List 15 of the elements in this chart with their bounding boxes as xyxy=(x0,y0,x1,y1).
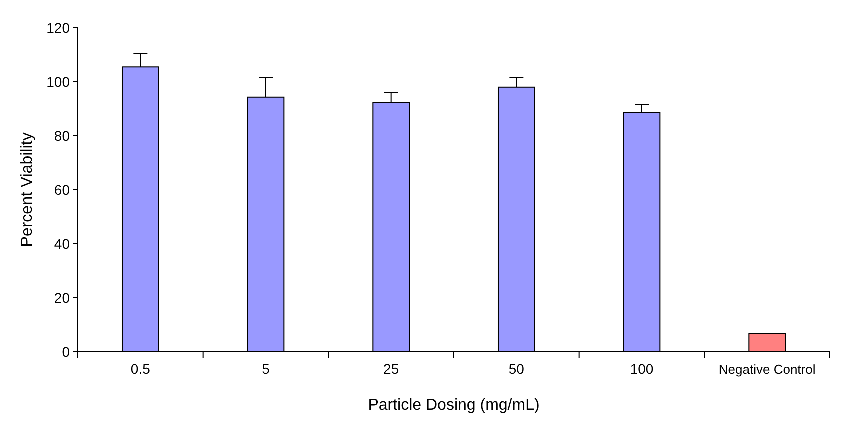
y-tick-label: 0 xyxy=(62,344,70,360)
y-tick-label: 40 xyxy=(54,236,70,252)
x-tick-label: 0.5 xyxy=(130,361,151,377)
x-tick-label: 100 xyxy=(630,361,654,377)
x-tick-label: 25 xyxy=(384,361,400,377)
y-tick-label: 80 xyxy=(54,128,70,144)
y-tick-label: 120 xyxy=(46,20,70,36)
x-tick-label: Negative Control xyxy=(718,362,816,377)
x-tick-label: 5 xyxy=(262,361,270,377)
y-tick-label: 60 xyxy=(54,182,70,198)
y-axis-title: Percent Viability xyxy=(19,132,36,248)
y-tick-label: 100 xyxy=(46,74,70,90)
x-axis-title: Particle Dosing (mg/mL) xyxy=(368,397,540,414)
x-tick-label: 50 xyxy=(508,361,525,377)
y-tick-label: 20 xyxy=(54,290,70,306)
